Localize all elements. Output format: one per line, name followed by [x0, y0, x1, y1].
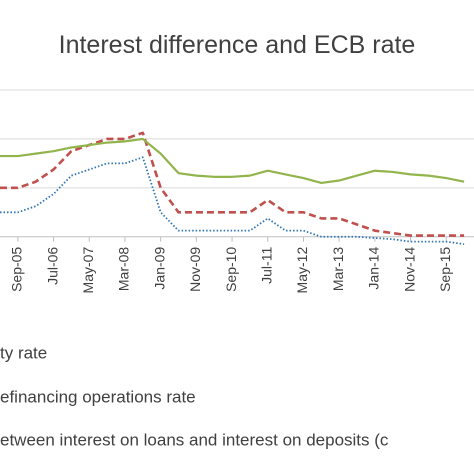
- legend-label: efinancing operations rate: [0, 387, 196, 406]
- x-tick-label: Sep-05: [9, 247, 25, 292]
- series-line: [0, 131, 465, 237]
- x-tick-label: Sep-10: [223, 247, 239, 292]
- legend-label: etween interest on loans and interest on…: [0, 430, 389, 449]
- chart-title: Interest difference and ECB rate: [59, 31, 416, 59]
- x-tick-label: Jan-09: [151, 247, 167, 290]
- series-line: [0, 156, 465, 245]
- x-tick-label: Nov-14: [401, 247, 417, 292]
- x-tick-label: Mar-08: [116, 247, 132, 292]
- legend-label: ty rate: [0, 343, 47, 362]
- x-tick-label: Sep-15: [437, 247, 453, 292]
- series-line: [0, 137, 465, 185]
- x-tick-label: May-07: [80, 247, 96, 294]
- x-tick-label: Jul-11: [258, 247, 274, 284]
- x-tick-label: Nov-09: [187, 247, 203, 292]
- x-tick-label: Jul-06: [44, 247, 60, 285]
- x-tick-label: May-12: [294, 247, 310, 294]
- x-tick-label: Jan-14: [366, 247, 382, 290]
- x-tick-label: Mar-13: [330, 247, 346, 292]
